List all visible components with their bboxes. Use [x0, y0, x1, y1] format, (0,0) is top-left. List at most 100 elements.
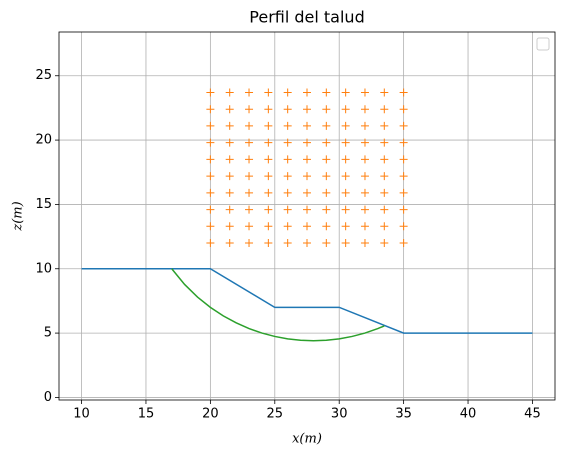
grid-point — [206, 138, 215, 147]
grid-point — [283, 138, 292, 147]
grid-point — [206, 222, 215, 231]
grid-point — [206, 155, 215, 164]
grid-point — [245, 88, 254, 97]
y-tick-label: 5 — [44, 326, 52, 341]
grid-point — [341, 205, 350, 214]
grid-point — [264, 155, 273, 164]
grid-point — [283, 172, 292, 181]
x-tick-label: 10 — [73, 407, 90, 422]
grid-point — [360, 88, 369, 97]
x-tick-label: 35 — [395, 407, 412, 422]
grid-point — [380, 105, 389, 114]
grid-point — [399, 188, 408, 197]
grid-point — [264, 188, 273, 197]
grid-point — [206, 188, 215, 197]
grid-point — [283, 155, 292, 164]
grid-point — [264, 105, 273, 114]
grid-point — [283, 105, 292, 114]
grid-point — [322, 138, 331, 147]
grid-point — [380, 172, 389, 181]
grid-point — [206, 121, 215, 130]
grid-point — [322, 155, 331, 164]
grid-point — [245, 121, 254, 130]
grid-point — [245, 239, 254, 248]
grid-point — [399, 88, 408, 97]
y-tick-label: 10 — [35, 261, 52, 276]
grid-point — [303, 239, 311, 248]
grid-point — [245, 222, 254, 231]
grid-point — [399, 138, 408, 147]
grid-point — [399, 239, 408, 248]
grid-point — [245, 105, 254, 114]
grid-point — [225, 155, 234, 164]
grid-point — [380, 88, 389, 97]
grid-point — [264, 239, 273, 248]
grid-point — [303, 222, 311, 231]
grid-point — [380, 121, 389, 130]
grid-point — [303, 188, 311, 197]
grid-point — [303, 121, 311, 130]
grid-point — [225, 105, 234, 114]
grid-point — [283, 121, 292, 130]
grid-point — [303, 155, 311, 164]
grid-point — [341, 105, 350, 114]
grid-point — [360, 222, 369, 231]
grid-point — [399, 105, 408, 114]
grid-point — [380, 205, 389, 214]
grid-point — [264, 138, 273, 147]
grid-point — [283, 88, 292, 97]
grid-point — [264, 222, 273, 231]
grid-point — [283, 239, 292, 248]
grid-point — [322, 88, 331, 97]
grid-point — [322, 222, 331, 231]
grid-point — [360, 155, 369, 164]
grid-point — [225, 172, 234, 181]
grid-point — [225, 88, 234, 97]
grid-point — [341, 121, 350, 130]
grid-point — [225, 138, 234, 147]
grid-point — [341, 88, 350, 97]
y-tick-label: 20 — [35, 133, 52, 148]
grid-point — [206, 105, 215, 114]
grid-point — [283, 188, 292, 197]
grid-point — [303, 205, 311, 214]
grid-point — [399, 222, 408, 231]
grid-point — [360, 105, 369, 114]
grid-point — [206, 172, 215, 181]
grid-point — [264, 121, 273, 130]
grid-point — [360, 138, 369, 147]
grid-point — [206, 205, 215, 214]
grid-point — [380, 239, 389, 248]
grid-point — [341, 172, 350, 181]
grid-point — [225, 205, 234, 214]
series-line — [171, 268, 385, 342]
grid-point — [322, 105, 331, 114]
x-tick-label: 30 — [331, 407, 348, 422]
grid-point — [303, 138, 311, 147]
grid-point — [245, 138, 254, 147]
grid-point — [225, 188, 234, 197]
x-axis-label: x(m) — [292, 432, 322, 447]
grid-point — [322, 239, 331, 248]
grid-point — [380, 138, 389, 147]
grid-point — [264, 205, 273, 214]
grid-point — [380, 188, 389, 197]
y-axis-label: z(m) — [11, 201, 26, 231]
grid-point — [303, 105, 311, 114]
grid-point — [283, 222, 292, 231]
grid-point — [303, 88, 311, 97]
grid-point — [360, 205, 369, 214]
grid-point — [360, 239, 369, 248]
grid-point — [341, 222, 350, 231]
series-line — [81, 268, 533, 334]
grid-point — [283, 205, 292, 214]
grid-point — [360, 172, 369, 181]
grid-point — [380, 155, 389, 164]
grid-point — [360, 121, 369, 130]
legend — [536, 37, 550, 51]
grid-point — [225, 222, 234, 231]
grid-point — [399, 121, 408, 130]
grid-point — [206, 239, 215, 248]
y-tick-label: 25 — [35, 68, 52, 83]
